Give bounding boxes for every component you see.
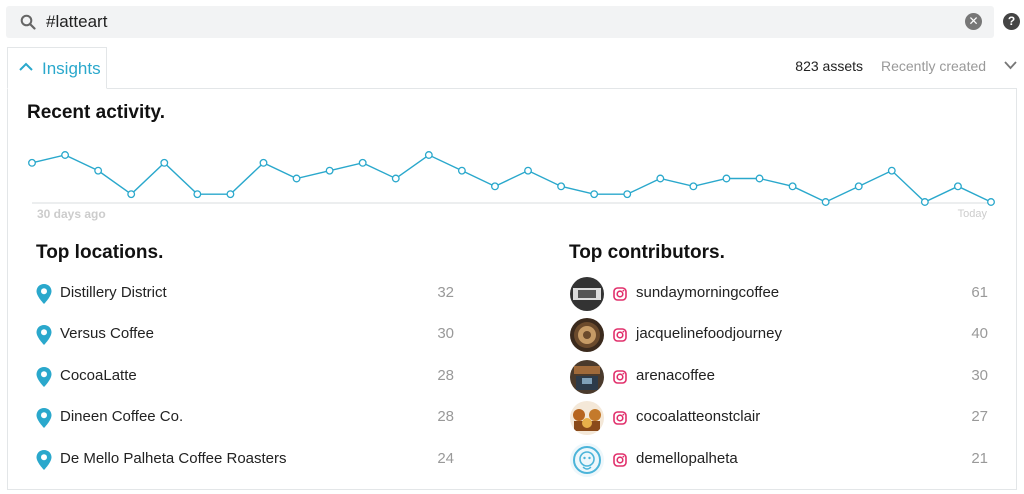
activity-point[interactable] — [61, 151, 70, 159]
location-pin-icon — [36, 408, 52, 428]
instagram-icon — [613, 328, 627, 342]
location-name: CocoaLatte — [60, 367, 137, 384]
chevron-down-icon[interactable] — [1004, 61, 1017, 70]
avatar — [570, 443, 604, 477]
location-pin-icon — [36, 367, 52, 387]
help-icon[interactable]: ? — [1003, 13, 1020, 30]
activity-point[interactable] — [821, 198, 830, 206]
activity-point[interactable] — [788, 182, 797, 191]
activity-point[interactable] — [94, 166, 103, 175]
instagram-icon — [613, 453, 627, 467]
activity-point[interactable] — [259, 158, 268, 167]
activity-point[interactable] — [491, 182, 499, 191]
contributor-count: 30 — [971, 367, 988, 384]
activity-point[interactable] — [524, 166, 532, 175]
contributor-name: demellopalheta — [636, 450, 738, 467]
avatar — [570, 360, 604, 394]
contributor-count: 21 — [971, 450, 988, 467]
location-name: Dineen Coffee Co. — [60, 408, 184, 425]
activity-point[interactable] — [590, 190, 599, 199]
location-item[interactable]: CocoaLatte 28 — [36, 364, 454, 390]
location-pin-icon — [36, 325, 52, 345]
activity-point[interactable] — [920, 198, 929, 206]
activity-point[interactable] — [325, 166, 334, 175]
avatar — [570, 277, 604, 311]
activity-point[interactable] — [722, 174, 731, 183]
chart-start-label: 30 days ago — [37, 207, 106, 221]
activity-point[interactable] — [127, 190, 136, 199]
search-bar[interactable]: #latteart ✕ — [6, 6, 994, 38]
contributor-name: cocoalatteonstclair — [636, 408, 761, 425]
activity-point[interactable] — [193, 190, 202, 199]
activity-point[interactable] — [457, 166, 466, 175]
activity-point[interactable] — [755, 174, 764, 183]
location-item[interactable]: De Mello Palheta Coffee Roasters 24 — [36, 447, 454, 473]
activity-point[interactable] — [424, 151, 433, 159]
activity-point[interactable] — [987, 198, 995, 206]
contributor-name: jacquelinefoodjourney — [636, 325, 782, 342]
activity-point[interactable] — [358, 158, 367, 167]
avatar — [570, 318, 604, 352]
location-count: 24 — [437, 450, 454, 467]
location-item[interactable]: Distillery District 32 — [36, 281, 454, 307]
location-name: De Mello Palheta Coffee Roasters — [60, 450, 287, 467]
location-name: Versus Coffee — [60, 325, 154, 342]
activity-point[interactable] — [292, 174, 301, 183]
activity-point[interactable] — [953, 182, 962, 191]
location-count: 32 — [437, 284, 454, 301]
contributor-item[interactable]: cocoalatteonstclair 27 — [570, 401, 988, 435]
location-count: 30 — [437, 325, 454, 342]
instagram-icon — [613, 370, 627, 384]
activity-point[interactable] — [623, 190, 632, 199]
top-contributors-title: Top contributors. — [569, 242, 725, 263]
location-item[interactable]: Versus Coffee 30 — [36, 322, 454, 348]
location-count: 28 — [437, 408, 454, 425]
activity-point[interactable] — [391, 174, 400, 183]
insights-panel — [7, 88, 1017, 490]
activity-point[interactable] — [656, 174, 665, 183]
chevron-up-icon — [19, 62, 33, 71]
contributor-item[interactable]: jacquelinefoodjourney 40 — [570, 318, 988, 352]
contributor-name: arenacoffee — [636, 367, 715, 384]
contributor-count: 61 — [971, 284, 988, 301]
activity-point[interactable] — [28, 158, 36, 167]
location-pin-icon — [36, 450, 52, 470]
search-input[interactable]: #latteart — [46, 12, 108, 31]
location-count: 28 — [437, 367, 454, 384]
activity-point[interactable] — [689, 182, 698, 191]
assets-count: 823 assets — [795, 58, 863, 74]
contributor-item[interactable]: arenacoffee 30 — [570, 360, 988, 394]
activity-point[interactable] — [887, 166, 896, 175]
location-item[interactable]: Dineen Coffee Co. 28 — [36, 405, 454, 431]
sort-dropdown[interactable]: Recently created — [881, 58, 987, 74]
search-icon — [20, 14, 36, 30]
chart-end-label: Today — [957, 208, 987, 220]
tab-insights-label: Insights — [42, 59, 101, 78]
contributor-count: 27 — [971, 408, 988, 425]
activity-point[interactable] — [854, 182, 863, 191]
contributor-count: 40 — [971, 325, 988, 342]
instagram-icon — [613, 411, 627, 425]
activity-chart — [28, 151, 995, 206]
tab-insights[interactable]: Insights — [7, 47, 107, 89]
contributor-name: sundaymorningcoffee — [636, 284, 780, 301]
clear-icon[interactable]: ✕ — [965, 13, 982, 30]
activity-point[interactable] — [557, 182, 566, 191]
top-locations-title: Top locations. — [36, 242, 164, 263]
activity-point[interactable] — [160, 158, 169, 167]
activity-point[interactable] — [226, 190, 235, 199]
contributor-item[interactable]: sundaymorningcoffee 61 — [570, 277, 988, 311]
avatar — [570, 401, 604, 435]
location-pin-icon — [36, 284, 52, 304]
recent-activity-title: Recent activity. — [27, 102, 165, 123]
location-name: Distillery District — [60, 284, 167, 301]
instagram-icon — [613, 287, 627, 301]
activity-series-line — [31, 154, 992, 203]
contributor-item[interactable]: demellopalheta 21 — [570, 443, 988, 477]
